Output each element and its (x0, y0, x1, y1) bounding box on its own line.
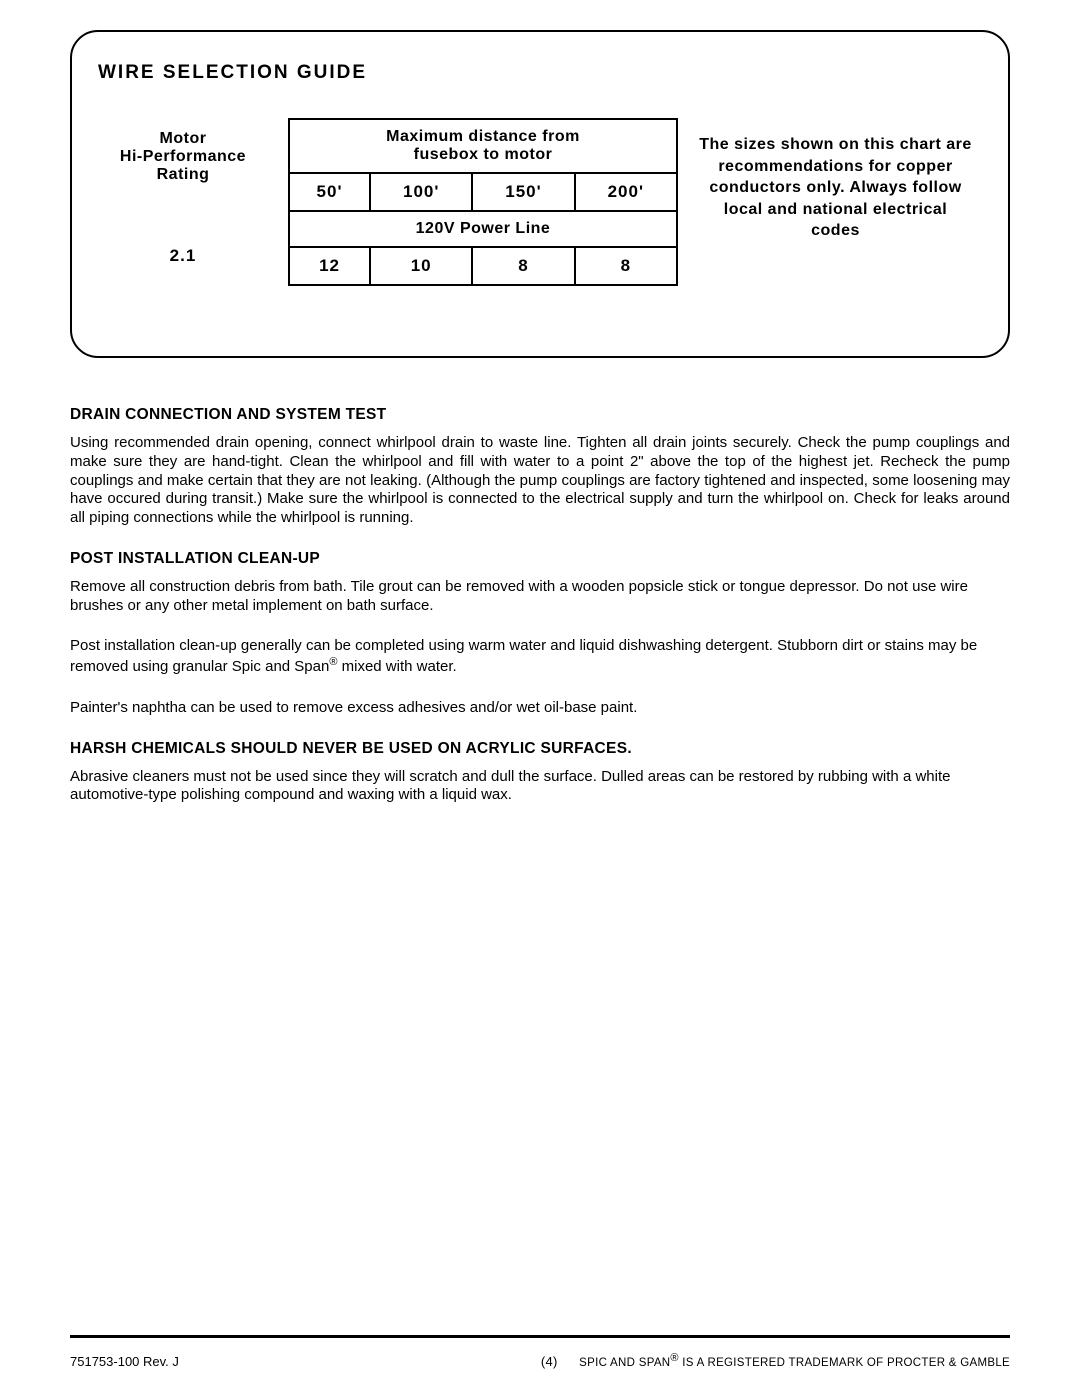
motor-label-line3: Rating (98, 166, 268, 184)
footer-right: (4) SPIC AND SPAN® IS A REGISTERED TRADE… (541, 1352, 1010, 1369)
footer-rule (70, 1335, 1010, 1338)
gauge-100: 10 (370, 247, 472, 285)
harsh-chemicals-body: Abrasive cleaners must not be used since… (70, 768, 1010, 806)
footer-doc-rev: 751753-100 Rev. J (70, 1354, 179, 1369)
registered-icon: ® (670, 1352, 678, 1364)
post-install-heading: POST INSTALLATION CLEAN-UP (70, 550, 1010, 568)
guide-content-row: Motor Hi-Performance Rating 2.1 Maximum … (98, 118, 982, 286)
distance-50: 50' (289, 173, 370, 211)
gauge-150: 8 (472, 247, 574, 285)
page-footer: 751753-100 Rev. J (4) SPIC AND SPAN® IS … (70, 1335, 1010, 1369)
wire-selection-table: Maximum distance from fusebox to motor 5… (288, 118, 678, 286)
page-number: (4) (541, 1354, 558, 1369)
wire-selection-guide-box: WIRE SELECTION GUIDE Motor Hi-Performanc… (70, 30, 1010, 358)
distance-200: 200' (575, 173, 677, 211)
powerline-label: 120V Power Line (289, 211, 677, 247)
post-install-body-3: Painter's naphtha can be used to remove … (70, 699, 1010, 718)
distance-100: 100' (370, 173, 472, 211)
gauge-200: 8 (575, 247, 677, 285)
motor-label-line1: Motor (98, 130, 268, 148)
chart-note: The sizes shown on this chart are recomm… (698, 118, 973, 242)
trademark-text-b: IS A REGISTERED TRADEMARK OF PROCTER & G… (679, 1357, 1010, 1369)
drain-body: Using recommended drain opening, connect… (70, 434, 1010, 528)
footer-line: 751753-100 Rev. J (4) SPIC AND SPAN® IS … (70, 1352, 1010, 1369)
gauge-50: 12 (289, 247, 370, 285)
distance-150: 150' (472, 173, 574, 211)
post-install-body-2: Post installation clean-up generally can… (70, 637, 1010, 677)
post-install-body-1: Remove all construction debris from bath… (70, 578, 1010, 616)
motor-rating-value: 2.1 (98, 246, 268, 266)
drain-heading: DRAIN CONNECTION AND SYSTEM TEST (70, 406, 1010, 424)
trademark-text-a: SPIC AND SPAN (579, 1357, 670, 1369)
motor-rating-column: Motor Hi-Performance Rating 2.1 (98, 118, 268, 266)
harsh-chemicals-heading: HARSH CHEMICALS SHOULD NEVER BE USED ON … (70, 740, 1010, 758)
table-header: Maximum distance from fusebox to motor (289, 119, 677, 173)
guide-title: WIRE SELECTION GUIDE (98, 62, 982, 84)
motor-label-line2: Hi-Performance (98, 148, 268, 166)
